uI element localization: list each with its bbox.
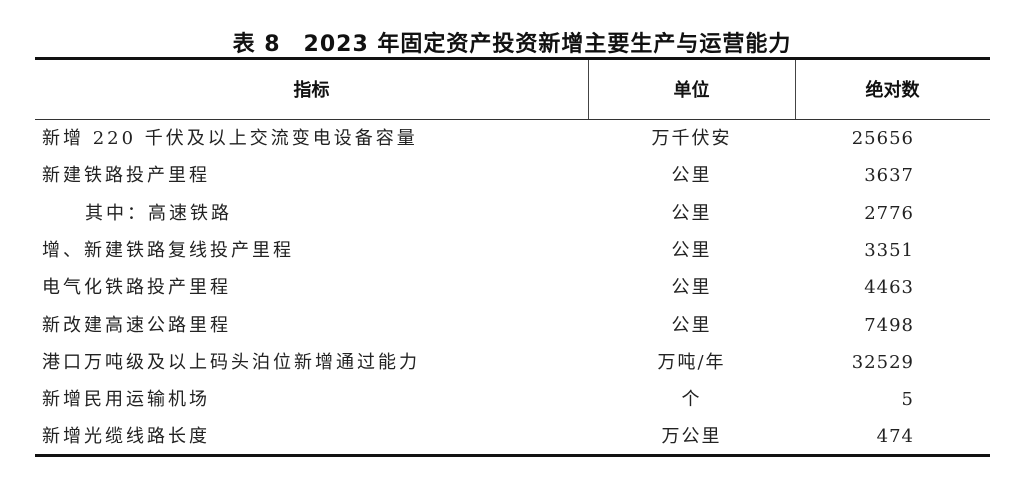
- indicator-cell: 新增民用运输机场: [42, 389, 210, 411]
- table-row: 港口万吨级及以上码头泊位新增通过能力 万吨/年 32529: [35, 344, 990, 381]
- value-cell: 32529: [851, 351, 914, 373]
- value-cell: 2776: [864, 202, 914, 224]
- unit-cell: 公里: [671, 239, 712, 261]
- indicator-cell: 增、新建铁路复线投产里程: [42, 239, 294, 261]
- value-cell: 474: [876, 426, 914, 448]
- header-indicator: 指标: [293, 80, 330, 101]
- column-divider: [588, 60, 589, 119]
- value-cell: 4463: [864, 277, 914, 299]
- table-title: 表 8 2023 年固定资产投资新增主要生产与运营能力: [232, 32, 792, 57]
- indicator-cell: 新改建高速公路里程: [42, 314, 231, 336]
- table-row: 新增 220 千伏及以上交流变电设备容量 万千伏安 25656: [35, 120, 990, 157]
- unit-cell: 公里: [671, 202, 712, 224]
- indicator-cell: 港口万吨级及以上码头泊位新增通过能力: [42, 351, 420, 373]
- table-row: 新增民用运输机场 个 5: [35, 381, 990, 418]
- bottom-rule: [35, 454, 990, 457]
- unit-cell: 公里: [671, 165, 712, 187]
- value-cell: 7498: [864, 314, 914, 336]
- table-row: 电气化铁路投产里程 公里 4463: [35, 269, 990, 306]
- indicator-cell: 新增 220 千伏及以上交流变电设备容量: [42, 128, 418, 149]
- value-cell: 3637: [864, 165, 914, 187]
- header-rule: [35, 119, 990, 120]
- unit-cell: 万公里: [661, 426, 722, 448]
- header-value: 绝对数: [865, 80, 920, 101]
- header-unit: 单位: [673, 80, 710, 101]
- indicator-cell: 新增光缆线路长度: [42, 426, 210, 448]
- unit-cell: 公里: [671, 277, 712, 299]
- column-divider: [795, 60, 796, 119]
- indicator-cell: 电气化铁路投产里程: [42, 277, 231, 299]
- unit-cell: 个: [681, 389, 702, 411]
- table-row: 其中：高速铁路 公里 2776: [35, 195, 990, 232]
- top-rule: [35, 57, 990, 60]
- table-row: 新增光缆线路长度 万公里 474: [35, 418, 990, 455]
- indicator-cell: 其中：高速铁路: [85, 202, 232, 224]
- indicator-cell: 新建铁路投产里程: [42, 165, 210, 187]
- value-cell: 3351: [864, 239, 914, 261]
- table-row: 新建铁路投产里程 公里 3637: [35, 157, 990, 194]
- unit-cell: 万吨/年: [657, 351, 726, 373]
- unit-cell: 万千伏安: [651, 128, 732, 149]
- table-row: 增、新建铁路复线投产里程 公里 3351: [35, 232, 990, 269]
- value-cell: 5: [901, 389, 914, 411]
- unit-cell: 公里: [671, 314, 712, 336]
- value-cell: 25656: [851, 128, 914, 149]
- table-row: 新改建高速公路里程 公里 7498: [35, 307, 990, 344]
